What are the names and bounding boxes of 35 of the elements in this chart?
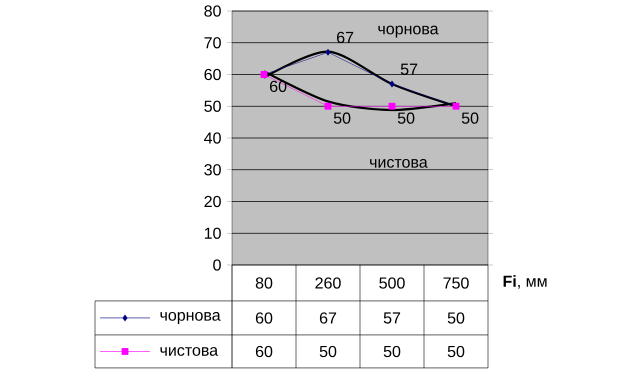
x-tick-label: 750	[443, 277, 469, 289]
point	[388, 102, 396, 110]
data-label: 60	[256, 346, 272, 358]
y-tick-label: 70	[204, 37, 221, 48]
x-tick-label: 80	[256, 277, 272, 289]
point	[389, 80, 395, 88]
y-tick-label: 0	[213, 259, 221, 271]
annotation: 50	[398, 112, 414, 124]
y-tick-label: 20	[204, 196, 221, 208]
y-tick-label: 50	[204, 100, 221, 112]
annotation: чорнова	[378, 26, 439, 38]
y-tick-label: 60	[204, 68, 221, 80]
data-label: 60	[256, 312, 272, 324]
x-tick-label: 260	[315, 277, 341, 289]
data-label: 50	[384, 346, 400, 358]
data-label: 50	[320, 346, 336, 358]
annotation: 67	[337, 32, 354, 44]
x-axis-title: Fi, мм	[504, 275, 547, 289]
data-label: 50	[448, 312, 464, 324]
legend-label: чорнова	[160, 312, 221, 324]
data-label: 57	[384, 312, 400, 324]
x-tick-label: 500	[379, 277, 405, 289]
annotation: 50	[334, 112, 350, 124]
point	[324, 102, 332, 110]
annotation: 50	[462, 112, 478, 124]
y-tick-label: 30	[204, 164, 221, 176]
legend-label: чистова	[160, 347, 218, 356]
annotation: 57	[400, 64, 418, 75]
y-tick-label: 80	[204, 5, 221, 17]
y-tick-label: 10	[204, 228, 221, 239]
data-label: 50	[448, 346, 464, 358]
data-label: 67	[320, 312, 336, 324]
annotation: чистова	[370, 159, 428, 168]
y-tick-label: 40	[204, 132, 221, 144]
point	[325, 48, 331, 56]
